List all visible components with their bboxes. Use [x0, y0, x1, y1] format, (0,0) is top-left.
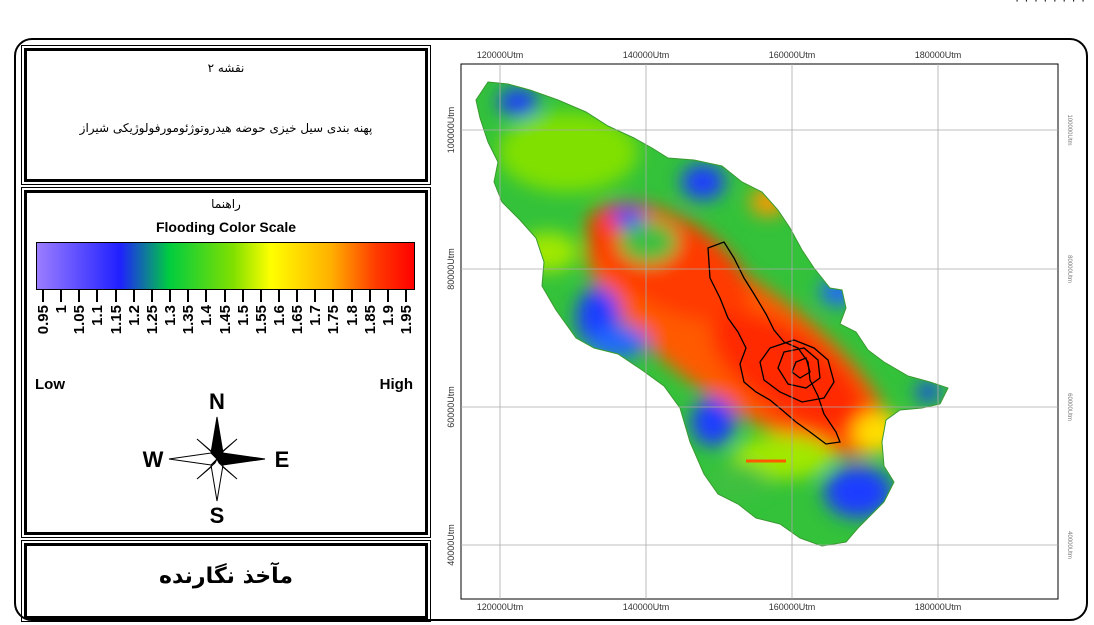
ramp-tick	[150, 290, 153, 302]
city-contours	[707, 241, 841, 445]
ramp-tick-label: 1.6	[270, 305, 288, 326]
ramp-tick	[296, 290, 299, 302]
ramp-tick-label: 1.5	[234, 305, 252, 326]
ramp-tick	[42, 290, 44, 302]
ramp-tick-label: 1.65	[289, 305, 307, 335]
ramp-tick	[259, 290, 262, 302]
ramp-tick-label: 1.95	[398, 305, 415, 335]
legend-heading: راهنما	[211, 197, 241, 211]
ramp-tick	[314, 290, 317, 302]
source-panel: مآخذ نگارنده	[21, 540, 431, 622]
y-tick-left-2: 80000Utm	[446, 248, 456, 290]
ramp-tick	[241, 290, 244, 302]
grid-lines	[461, 64, 1058, 599]
ramp-tick	[169, 290, 172, 302]
compass-e: E	[275, 447, 290, 472]
x-tick-bottom-2: 140000Utm	[623, 602, 670, 612]
ramp-tick-label: 1.7	[307, 305, 325, 326]
compass-w: W	[143, 447, 164, 472]
ramp-tick-label: 1.9	[379, 305, 397, 326]
ramp-tick-label: 1.1	[89, 305, 107, 326]
y-tick-right-2: 80000Utm	[1066, 255, 1072, 283]
cropped-header-text: ۰ ۰ ۰ ۰ ۰ ۰ ۰ ۰	[1014, 0, 1086, 7]
ramp-tick	[205, 290, 208, 302]
map-description: پهنه بندی سیل خیزی حوضه هیدروتوژئومورفول…	[79, 121, 373, 135]
x-tick-bottom-3: 160000Utm	[769, 602, 816, 612]
ramp-tick-label: 1	[53, 305, 71, 314]
ramp-tick	[350, 290, 353, 302]
legend-low-label: Low	[35, 376, 65, 393]
ramp-tick	[187, 290, 190, 302]
ramp-ticks	[36, 290, 413, 304]
x-tick-top-1: 120000Utm	[477, 50, 524, 60]
y-tick-right-3: 60000Utm	[1066, 393, 1072, 421]
ramp-tick	[132, 290, 135, 302]
y-tick-right-1: 100000Utm	[1066, 114, 1072, 145]
ramp-tick-label: 1.2	[125, 305, 143, 326]
compass-s: S	[210, 503, 225, 525]
title-panel: نقشه ۲ پهنه بندی سیل خیزی حوضه هیدروتوژئ…	[21, 45, 431, 185]
legend-high-label: High	[379, 376, 413, 393]
ramp-tick	[78, 290, 81, 302]
ramp-tick	[332, 290, 335, 302]
ramp-tick-label: 1.45	[216, 305, 234, 335]
flood-map: 120000Utm 140000Utm 160000Utm 180000Utm …	[446, 50, 1072, 612]
ramp-tick	[368, 290, 371, 302]
north-arrow-icon: N S W E	[143, 393, 290, 525]
ramp-tick	[60, 290, 63, 302]
top-strip: ۰ ۰ ۰ ۰ ۰ ۰ ۰ ۰	[0, 0, 1094, 12]
ramp-tick-label: 1.35	[180, 305, 198, 335]
color-ramp	[36, 242, 415, 290]
ramp-tick-label: 1.25	[143, 305, 161, 335]
ramp-tick	[405, 290, 407, 302]
x-tick-bottom-4: 180000Utm	[915, 602, 962, 612]
y-tick-right-4: 40000Utm	[1066, 531, 1072, 559]
ramp-tick	[96, 290, 99, 302]
source-text: مآخذ نگارنده	[158, 564, 294, 589]
map-number: نقشه ۲	[207, 61, 245, 75]
ramp-tick-label: 0.95	[35, 305, 52, 335]
ramp-tick-label: 1.8	[343, 305, 361, 326]
y-tick-left-1: 100000Utm	[446, 107, 456, 154]
basin-boundary	[475, 81, 949, 547]
ramp-tick	[277, 290, 280, 302]
ramp-tick-label: 1.15	[107, 305, 125, 335]
ramp-tick-label: 1.85	[361, 305, 379, 335]
ramp-tick-label: 1.3	[162, 305, 180, 326]
ramp-tick-label: 1.05	[71, 305, 89, 335]
ramp-tick	[223, 290, 226, 302]
y-tick-left-4: 40000Utm	[446, 524, 456, 566]
ramp-tick-labels: 0.95 1 1.05 1.1 1.15 1.2 1.25 1.3 1.35 1.4 1.45 1.5…	[35, 305, 415, 375]
compass-n: N	[209, 393, 225, 414]
legend-scale-title: Flooding Color Scale	[155, 219, 296, 235]
ramp-tick	[114, 290, 117, 302]
y-tick-left-3: 60000Utm	[446, 386, 456, 428]
ramp-tick-label: 1.4	[198, 305, 216, 326]
x-tick-top-4: 180000Utm	[915, 50, 962, 60]
x-tick-top-3: 160000Utm	[769, 50, 816, 60]
ramp-tick-label: 1.75	[325, 305, 343, 335]
x-tick-top-2: 140000Utm	[623, 50, 670, 60]
ramp-tick-label: 1.55	[252, 305, 270, 335]
legend-panel: راهنما Flooding Color Scale 0.95 1 1.05 1.1…	[21, 187, 431, 538]
x-tick-bottom-1: 120000Utm	[477, 602, 524, 612]
ramp-tick	[386, 290, 389, 302]
